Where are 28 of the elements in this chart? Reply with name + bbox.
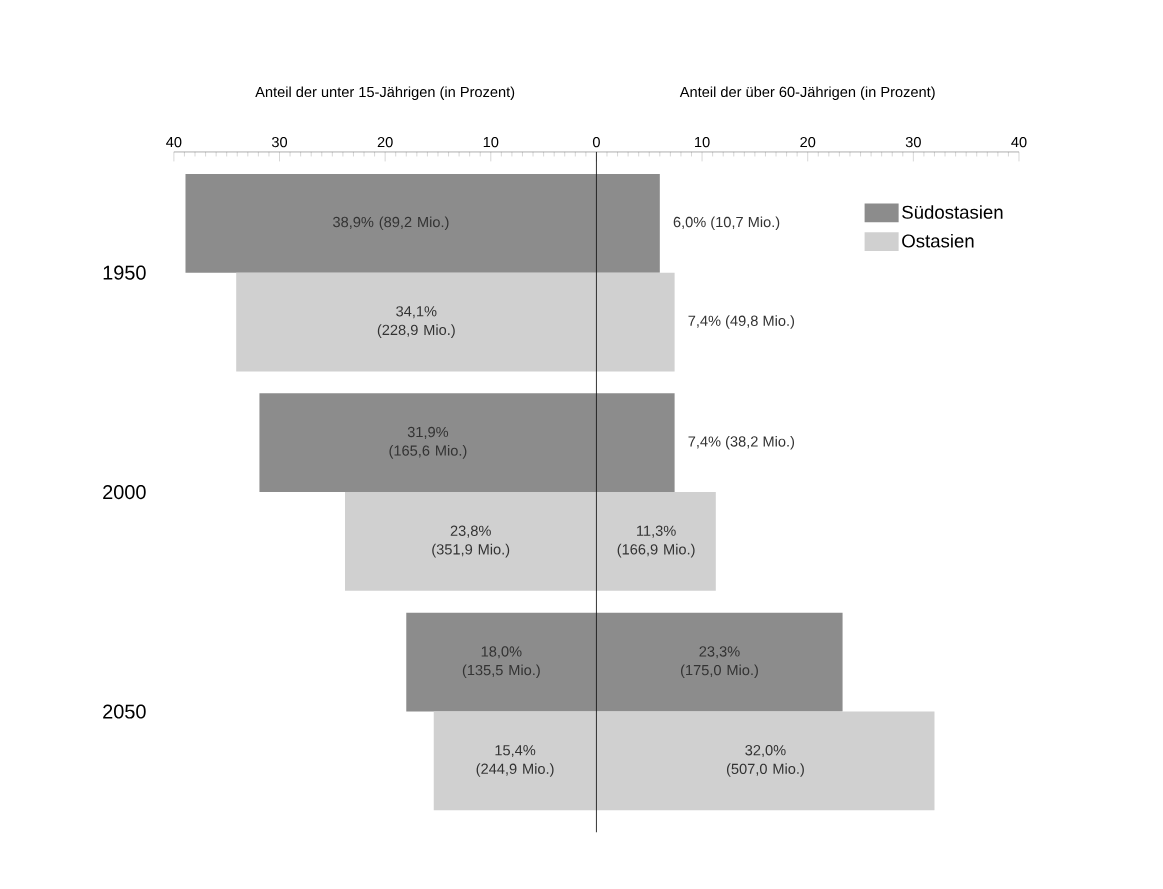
x-tick-label: 30	[905, 136, 921, 148]
data-label: 32,0% (507,0 Mio.)	[726, 745, 804, 777]
text: Anteil der unter 15-Jährigen (in Prozent)	[255, 86, 515, 101]
y-tick-label: 1950	[103, 265, 146, 280]
data-label: 23,3% (175,0 Mio.)	[681, 646, 758, 679]
legend-label: Südostasien	[902, 205, 1003, 219]
x-tick-label: 10	[695, 136, 710, 148]
data-label: 6,0% (10,7 Mio.)	[673, 216, 780, 231]
data-label: 7,4% (49,8 Mio.)	[688, 315, 795, 329]
x-tick-label: 20	[377, 136, 393, 148]
data-label: 38,9% (89,2 Mio.)	[333, 216, 449, 231]
data-label: 31,9% (165,6 Mio.)	[389, 426, 467, 459]
data-label: 23,8% (351,9 Mio.)	[432, 525, 510, 558]
data-label: 34,1% (228,9 Mio.)	[377, 306, 455, 338]
x-tick-label: 0	[592, 136, 600, 148]
x-tick-label: 30	[271, 136, 288, 148]
data-label: 18,0% (135,5 Mio.)	[462, 646, 540, 679]
x-tick-label: 40	[1011, 136, 1027, 148]
x-tick-label: 10	[483, 136, 499, 148]
text: Anteil der über 60-Jährigen (in Prozent)	[679, 86, 935, 101]
data-label: 7,4% (38,2 Mio.)	[688, 435, 795, 450]
y-tick-label: 2000	[103, 485, 146, 500]
x-tick-label: 20	[800, 136, 816, 148]
data-label: 11,3% (166,9 Mio.)	[617, 525, 695, 558]
data-label: 15,4% (244,9 Mio.)	[476, 745, 554, 777]
legend-label: Ostasien	[902, 233, 974, 248]
y-tick-label: 2050	[103, 704, 146, 719]
x-tick-label: 40	[166, 136, 182, 148]
